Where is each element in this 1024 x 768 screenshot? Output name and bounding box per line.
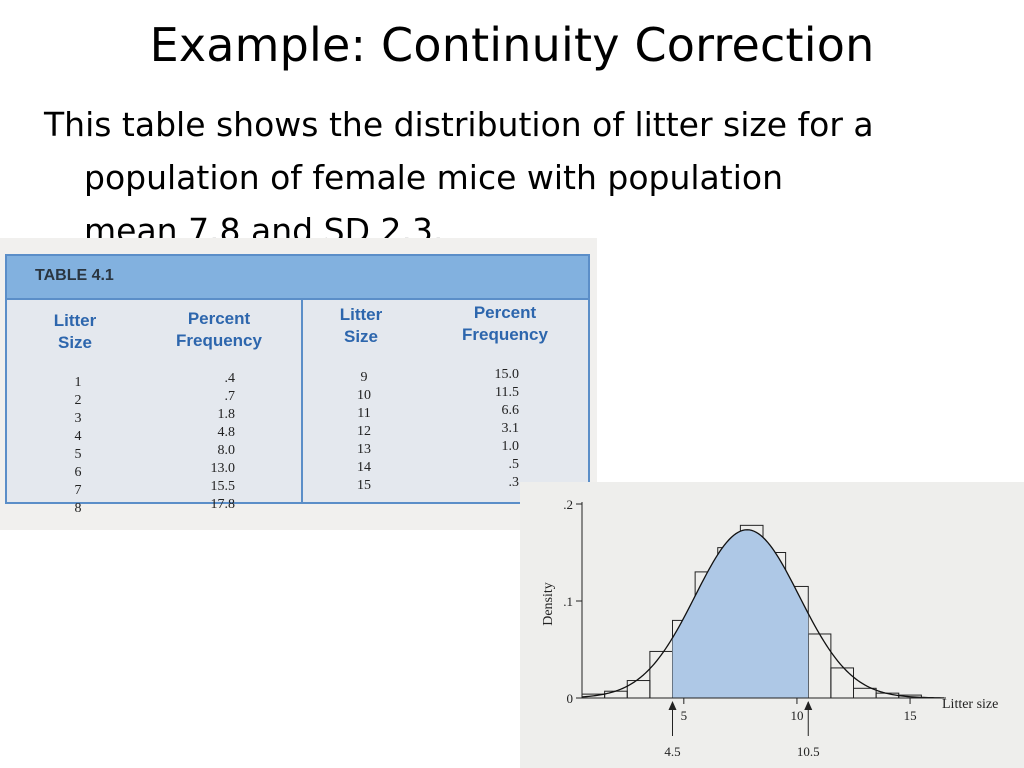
normal-curve bbox=[581, 529, 945, 699]
table-cell: 3 bbox=[74, 411, 82, 426]
x-tick-label: 10 bbox=[790, 708, 803, 723]
table-cell: 1.0 bbox=[501, 439, 520, 454]
table-cell: 3.1 bbox=[501, 421, 520, 436]
table-cell: 17.8 bbox=[210, 497, 236, 512]
slide-title: Example: Continuity Correction bbox=[149, 18, 875, 72]
y-tick-label: 0 bbox=[567, 691, 574, 706]
header-frequency-word: Frequency bbox=[462, 325, 548, 344]
table-label: TABLE 4.1 bbox=[35, 267, 114, 284]
table-cell: .7 bbox=[224, 389, 236, 404]
table-cell: 8.0 bbox=[217, 443, 236, 458]
table-cell: 6.6 bbox=[501, 403, 520, 418]
table-cell: .4 bbox=[224, 371, 236, 386]
x-axis-label: Litter size bbox=[942, 697, 998, 712]
histogram-axes: 0 .1 .2 5 10 15 4.5 10.5 bbox=[563, 497, 946, 759]
table-cell: 12 bbox=[357, 424, 371, 439]
table-cell: 13 bbox=[357, 442, 371, 457]
table-cell: 11.5 bbox=[495, 385, 519, 400]
body-line-1: This table shows the distribution of lit… bbox=[44, 105, 874, 144]
header-litter-size-right: Litter Size bbox=[321, 304, 401, 348]
table-cell: 15.5 bbox=[210, 479, 236, 494]
table-cell: 4 bbox=[74, 429, 82, 444]
boundary-arrow-head bbox=[804, 701, 813, 710]
table-cell: 1 bbox=[74, 375, 82, 390]
table-cell: 5 bbox=[74, 447, 82, 462]
boundary-arrow-head bbox=[668, 701, 677, 710]
header-size-word: Size bbox=[57, 333, 93, 352]
table-cell: 6 bbox=[74, 465, 82, 480]
normal-curve-layer bbox=[581, 529, 945, 699]
shaded-area bbox=[672, 529, 809, 698]
header-percent-frequency-right: Percent Frequency bbox=[439, 302, 571, 346]
slide-body-text: This table shows the distribution of lit… bbox=[44, 98, 1004, 257]
table-cell: 10 bbox=[357, 388, 371, 403]
right-litter-size-column: 9 10 11 12 13 14 15 bbox=[349, 369, 379, 495]
header-percent-word: Percent bbox=[473, 303, 537, 322]
body-line-2: population of female mice with populatio… bbox=[84, 158, 783, 197]
table-cell: 15 bbox=[357, 478, 371, 493]
table-header-band: TABLE 4.1 bbox=[7, 256, 588, 300]
header-litter-size-left: Litter Size bbox=[35, 310, 115, 354]
table-cell: .5 bbox=[508, 457, 520, 472]
histogram-bar bbox=[853, 687, 877, 699]
x-tick-label: 15 bbox=[904, 708, 917, 723]
header-frequency-word: Frequency bbox=[176, 331, 262, 350]
header-litter-word: Litter bbox=[339, 305, 383, 324]
boundary-label: 10.5 bbox=[797, 744, 820, 759]
table-cell: .3 bbox=[508, 475, 520, 490]
boundary-label: 4.5 bbox=[664, 744, 680, 759]
histogram-bar bbox=[604, 690, 628, 699]
y-tick-label: .2 bbox=[563, 497, 573, 512]
table-panel: TABLE 4.1 Litter Size Percent Frequency … bbox=[5, 254, 590, 516]
histogram-bar bbox=[830, 667, 855, 699]
table-cell: 1.8 bbox=[217, 407, 236, 422]
table-cell: 13.0 bbox=[210, 461, 236, 476]
histogram-bar bbox=[649, 650, 674, 699]
right-percent-frequency-column: 15.0 11.5 6.6 3.1 1.0 .5 .3 bbox=[469, 366, 520, 492]
litter-size-table-image: TABLE 4.1 Litter Size Percent Frequency … bbox=[0, 238, 597, 530]
y-axis-label: Density bbox=[541, 582, 556, 626]
table-cell: 11 bbox=[357, 406, 371, 421]
histogram-bar bbox=[626, 680, 651, 699]
litter-size-histogram-image: 0 .1 .2 5 10 15 4.5 10.5 Density Litter size bbox=[520, 482, 1024, 768]
header-percent-word: Percent bbox=[187, 309, 251, 328]
table-cell: 8 bbox=[74, 501, 82, 516]
left-litter-size-column: 1 2 3 4 5 6 7 8 bbox=[63, 374, 93, 518]
histogram-chart: 0 .1 .2 5 10 15 4.5 10.5 Density Litter size bbox=[541, 497, 998, 759]
table-cell: 7 bbox=[74, 483, 82, 498]
table-cell: 4.8 bbox=[217, 425, 236, 440]
header-percent-frequency-left: Percent Frequency bbox=[153, 308, 285, 352]
table-column-divider bbox=[301, 298, 303, 504]
y-tick-label: .1 bbox=[563, 594, 573, 609]
header-size-word: Size bbox=[343, 327, 379, 346]
table-cell: 9 bbox=[360, 370, 368, 385]
header-litter-word: Litter bbox=[53, 311, 97, 330]
left-percent-frequency-column: .4 .7 1.8 4.8 8.0 13.0 15.5 17.8 bbox=[187, 370, 236, 514]
table-cell: 15.0 bbox=[494, 367, 520, 382]
table-cell: 2 bbox=[74, 393, 82, 408]
histogram-bar bbox=[807, 633, 832, 699]
table-cell: 14 bbox=[357, 460, 371, 475]
x-tick-label: 5 bbox=[681, 708, 688, 723]
